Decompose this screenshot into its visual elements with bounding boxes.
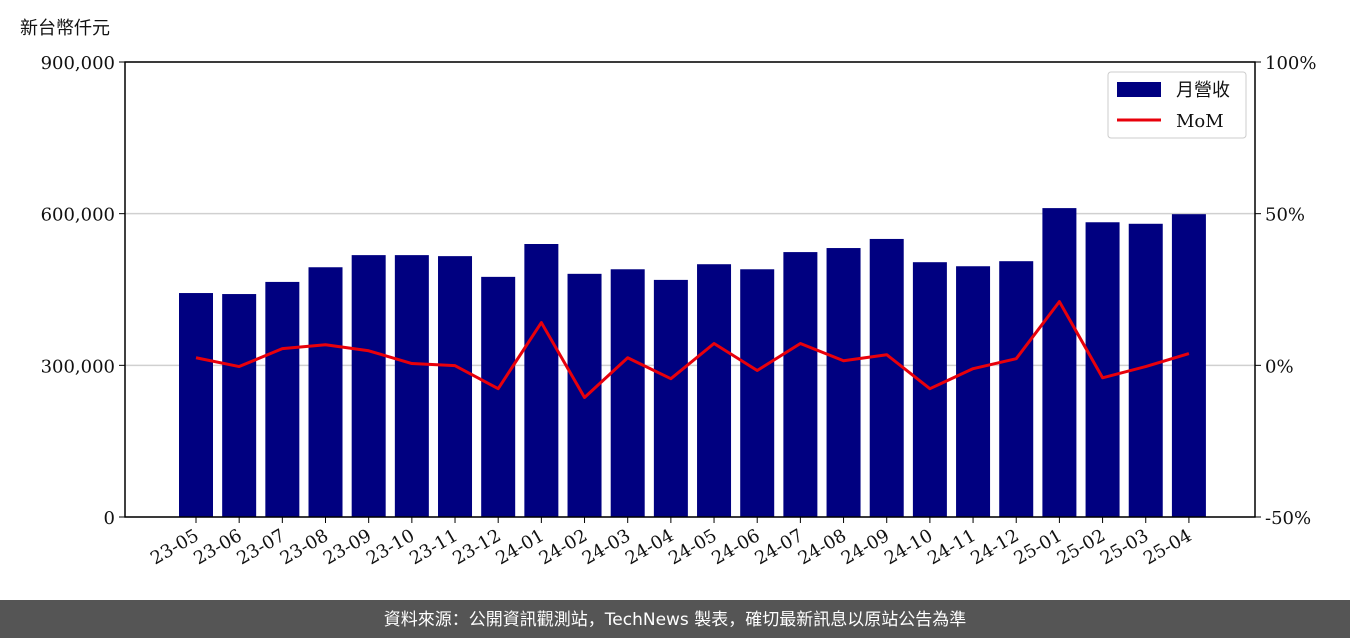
x-tick-label: 25-02: [1054, 525, 1109, 569]
bar: [308, 267, 343, 517]
x-tick-label: 23-09: [320, 525, 375, 569]
bar: [265, 281, 300, 517]
plot-frame: [124, 61, 1256, 518]
x-tick-label: 23-12: [449, 525, 504, 569]
x-tick-label: 24-10: [881, 525, 936, 569]
x-tick-label: 25-01: [1010, 525, 1065, 569]
x-tick-label: 24-06: [708, 525, 763, 569]
bar: [610, 269, 645, 517]
y2-tick-label: 100%: [1265, 53, 1316, 74]
bar: [869, 238, 904, 517]
x-tick-label: 24-07: [751, 525, 806, 569]
x-tick-label: 24-04: [622, 525, 677, 569]
x-tick-label: 24-12: [967, 525, 1022, 569]
bar: [1171, 214, 1206, 517]
source-note: 資料來源：公開資訊觀測站，TechNews 製表，確切最新訊息以原站公告為準: [384, 610, 966, 630]
y-tick-label: 900,000: [41, 53, 115, 74]
x-tick-label: 25-04: [1140, 525, 1195, 569]
x-tick-label: 23-07: [233, 525, 288, 569]
x-tick-label: 24-05: [665, 525, 720, 569]
bar: [826, 248, 861, 518]
legend-label: MoM: [1176, 111, 1224, 132]
y-tick-label: 600,000: [41, 205, 115, 226]
y-tick-label: 0: [104, 508, 115, 529]
y2-tick-label: -50%: [1265, 508, 1311, 529]
x-tick-label: 24-03: [579, 525, 634, 569]
bar: [481, 276, 516, 517]
bar: [740, 269, 775, 517]
x-tick-label: 24-08: [795, 525, 850, 569]
y-tick-label: 300,000: [41, 356, 115, 377]
bar: [222, 294, 257, 517]
bar: [783, 252, 818, 518]
x-tick-label: 23-06: [190, 525, 245, 569]
footer-bar: [0, 600, 1350, 638]
x-tick-label: 23-05: [147, 525, 202, 569]
x-tick-label: 24-02: [536, 525, 591, 569]
legend-swatch: [1117, 82, 1161, 97]
legend-label: 月營收: [1176, 80, 1230, 101]
bar: [697, 264, 732, 517]
x-tick-label: 23-10: [363, 525, 418, 569]
bar: [653, 279, 688, 517]
bar: [524, 244, 559, 517]
mom-line: [195, 300, 1190, 399]
y2-tick-label: 0%: [1265, 356, 1294, 377]
y-axis-label: 新台幣仟元: [20, 18, 110, 39]
x-tick-label: 23-11: [406, 525, 461, 569]
x-tick-label: 24-09: [838, 525, 893, 569]
bar: [351, 255, 386, 517]
bar: [179, 293, 213, 517]
y2-tick-label: 50%: [1265, 205, 1305, 226]
bar: [1042, 208, 1077, 517]
x-tick-label: 25-03: [1097, 525, 1152, 569]
bar: [438, 256, 473, 517]
x-tick-label: 23-08: [277, 525, 332, 569]
bar: [999, 261, 1034, 517]
x-tick-label: 24-11: [924, 525, 979, 569]
x-tick-label: 24-01: [492, 525, 547, 569]
bar: [1085, 222, 1120, 517]
bar: [394, 255, 429, 517]
bar: [956, 266, 991, 517]
